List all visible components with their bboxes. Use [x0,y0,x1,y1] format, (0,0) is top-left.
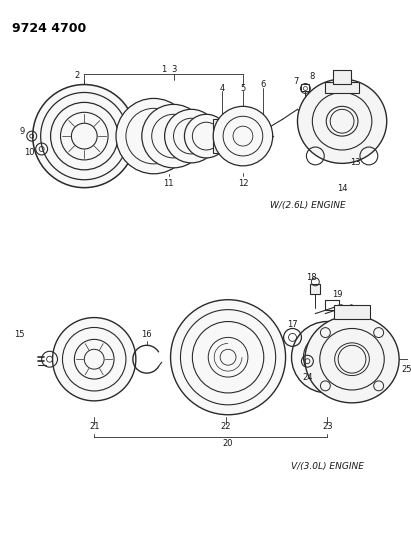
Circle shape [171,300,286,415]
Text: 15: 15 [14,330,25,339]
Text: 10: 10 [25,149,35,157]
Circle shape [116,99,192,174]
Text: 6: 6 [260,80,266,89]
Circle shape [53,318,136,401]
Text: 23: 23 [322,422,332,431]
Text: 7: 7 [293,77,298,86]
Text: 3: 3 [171,65,176,74]
Bar [325,300,339,310]
Text: 20: 20 [223,439,233,448]
Ellipse shape [298,79,387,164]
Text: 9: 9 [19,127,24,135]
Text: 17: 17 [287,320,298,329]
Bar [333,70,351,84]
Text: 22: 22 [221,422,231,431]
Bar [301,84,309,92]
Text: 1: 1 [161,65,166,74]
Text: 19: 19 [332,290,342,299]
Text: 11: 11 [163,179,174,188]
Circle shape [213,107,272,166]
Text: 14: 14 [337,184,347,193]
Text: V/(3.0L) ENGINE: V/(3.0L) ENGINE [291,462,364,471]
Text: W/(2.6L) ENGINE: W/(2.6L) ENGINE [270,201,345,210]
Text: 9724 4700: 9724 4700 [12,22,86,35]
Bar [300,109,312,125]
Circle shape [185,114,228,158]
Circle shape [165,109,218,163]
Text: 4: 4 [219,84,225,93]
Bar [310,284,320,294]
Bar [334,305,370,319]
Ellipse shape [305,316,399,403]
Circle shape [142,104,205,168]
Text: 16: 16 [141,330,152,339]
Text: 21: 21 [89,422,99,431]
Text: 24: 24 [302,373,313,382]
Circle shape [291,321,363,393]
Text: 18: 18 [306,273,316,282]
Text: 25: 25 [401,365,411,374]
Text: 13: 13 [350,158,360,167]
Circle shape [33,85,136,188]
Bar [213,119,231,153]
Text: 12: 12 [238,179,248,188]
Text: 8: 8 [309,72,315,81]
Bar [325,82,359,93]
Text: 5: 5 [240,84,245,93]
Text: 2: 2 [75,71,80,80]
